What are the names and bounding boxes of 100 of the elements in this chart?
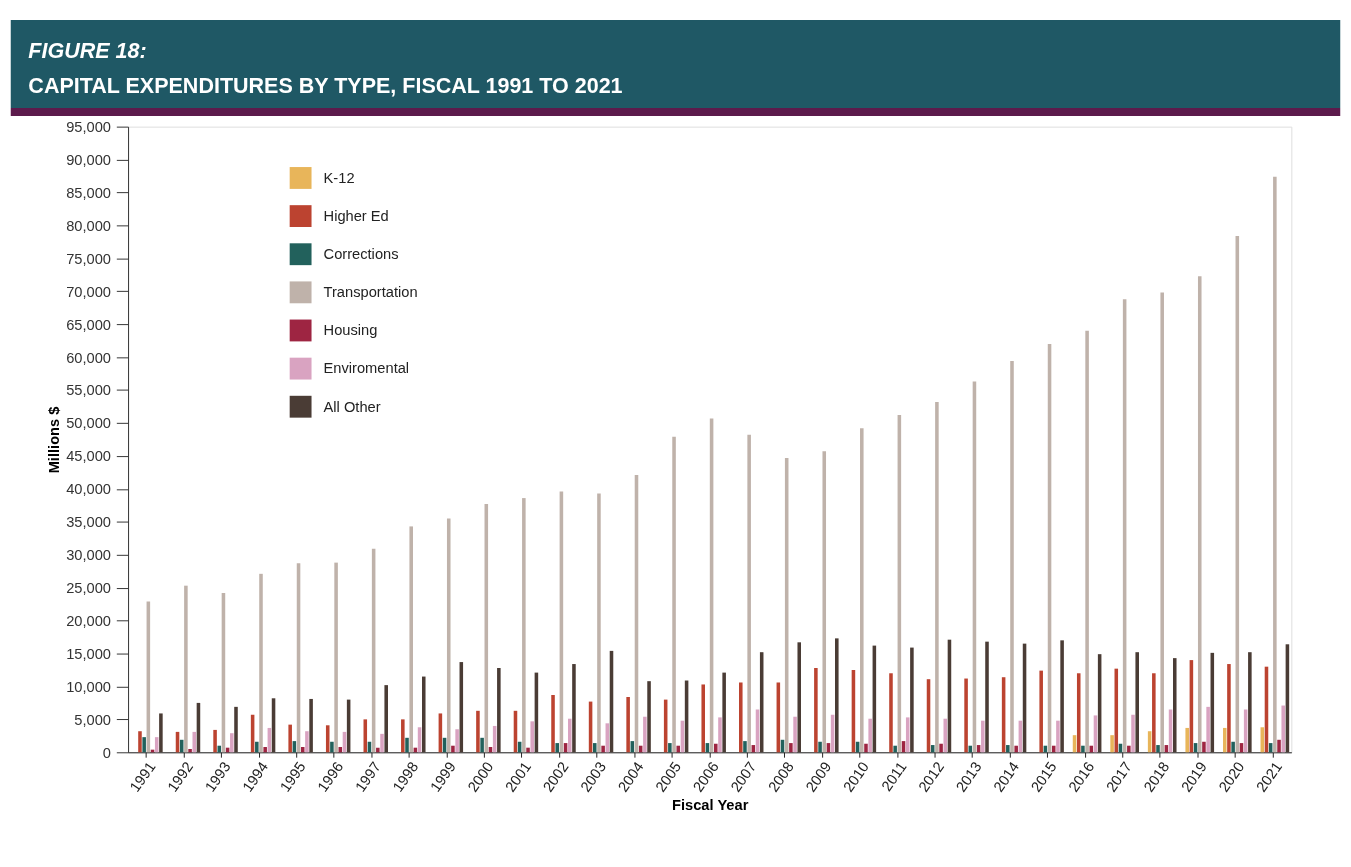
y-tick-label: 75,000 [66,250,111,267]
legend-label: Enviromental [323,360,410,377]
legend-label: Transportation [323,284,418,301]
bar [672,436,676,753]
bar [643,716,647,753]
bar [1281,705,1285,753]
bar [1231,741,1235,753]
bar [421,676,426,753]
bar [822,451,827,753]
bar [305,731,309,753]
bar [1010,361,1014,753]
bar [497,668,501,753]
bar [476,710,480,753]
x-axis-title: Fiscal Year [672,797,749,814]
chart-subtitle: CAPITAL EXPENDITURES BY TYPE, FISCAL 1991 TO 2021 [28,74,623,99]
bar [722,672,726,753]
bar [714,743,718,753]
y-tick-label: 85,000 [66,184,111,201]
y-tick-label: 55,000 [66,382,111,399]
bar [263,747,267,753]
y-tick-label: 70,000 [66,283,111,300]
y-tick-label: 90,000 [66,151,111,168]
y-tick-label: 5,000 [74,711,111,728]
bar [522,498,526,753]
bar [551,695,555,753]
bar [259,573,263,753]
bar [363,719,368,753]
bar [1060,640,1064,753]
bar [192,731,197,753]
bar [230,733,234,753]
y-tick-label: 80,000 [66,217,111,234]
bar [526,747,530,753]
y-tick-label: 45,000 [66,448,111,465]
bar [1152,673,1156,753]
bar [1135,652,1139,753]
bar [530,721,534,753]
legend-label: K-12 [323,169,355,186]
bar [889,673,893,753]
bar [234,706,238,753]
bar [668,743,672,753]
y-tick-label: 20,000 [66,612,111,629]
bar [446,518,451,753]
bar [159,713,163,753]
chart-title: FIGURE 18: [28,39,147,64]
y-tick-label: 35,000 [66,514,111,531]
bar [747,434,751,753]
bar [405,737,409,753]
bar [1051,745,1056,753]
legend-label: All Other [323,398,381,415]
bar [1156,745,1160,753]
bar [213,729,217,753]
bar [818,741,822,753]
bar [968,745,973,753]
bar [864,743,868,753]
bar [188,749,192,753]
bar [480,737,484,753]
bar [1085,330,1089,753]
bar [334,562,338,753]
bar [1227,664,1231,753]
bar [1127,745,1131,753]
bar [1056,720,1060,753]
bar [380,733,384,753]
bar [1039,670,1043,753]
y-tick-label: 10,000 [66,678,111,695]
bar [1006,745,1010,753]
bar [184,585,188,753]
bar [217,745,222,753]
y-tick-label: 95,000 [66,119,111,136]
bar [964,678,968,753]
bar [451,745,455,753]
bar [597,493,601,753]
bar [592,743,597,753]
bar [255,741,259,753]
bar [743,741,747,753]
bar [1206,706,1210,753]
bar [330,741,334,753]
bar [943,718,948,753]
bar [1248,652,1252,753]
y-axis-title: Millions $ [46,406,63,474]
bar [1277,739,1281,753]
y-tick-label: 25,000 [66,580,111,597]
bar [789,743,793,753]
bar [797,642,802,753]
y-tick-label: 50,000 [66,415,111,432]
bar [138,731,142,753]
bar [1202,741,1206,753]
legend-label: Corrections [323,246,399,263]
y-tick-label: 15,000 [66,645,111,662]
bar [1014,745,1018,753]
bar [325,725,330,753]
bar [835,638,839,753]
bar [1172,658,1177,753]
bar [647,681,651,753]
bar [300,747,305,753]
bar [676,745,681,753]
bar [1197,276,1202,753]
y-tick-label: 0 [102,744,111,761]
y-tick-label: 40,000 [66,481,111,498]
bar [1273,176,1277,753]
bar [1185,727,1189,753]
